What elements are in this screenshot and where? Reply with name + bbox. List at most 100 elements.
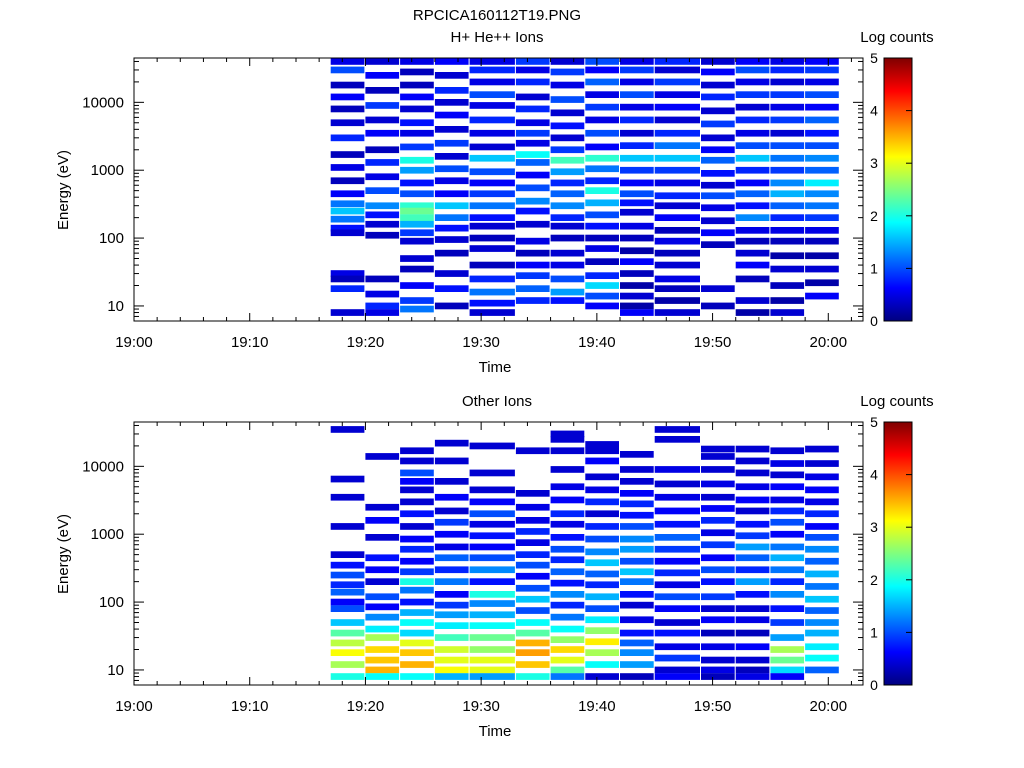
heatmap-cell [770, 309, 805, 316]
heatmap-cell [805, 460, 839, 467]
heatmap-cell [469, 275, 515, 283]
heatmap-cell [400, 143, 434, 151]
heatmap-cell [620, 639, 654, 647]
heatmap-cell [515, 139, 550, 147]
heatmap-cell [330, 605, 365, 612]
plot-axes: 19:00 19:10 19:20 19:30 19:40 19:50 20:00 10 100… [82, 421, 864, 715]
heatmap-cell [805, 523, 839, 530]
heatmap-cell [620, 523, 654, 530]
heatmap-cell [469, 510, 515, 518]
heatmap-cell [515, 207, 550, 215]
heatmap-cell [701, 466, 735, 473]
heatmap-cell [469, 168, 515, 176]
heatmap-cell [400, 478, 434, 485]
heatmap-cell [770, 265, 805, 273]
heatmap-cell [330, 661, 365, 668]
heatmap-cell [585, 616, 619, 624]
heatmap-cell [515, 58, 550, 65]
heatmap-cell [654, 249, 700, 257]
heatmap-cell [434, 554, 469, 562]
heatmap-cell [735, 154, 770, 162]
x-tick-label: 19:20 [347, 698, 385, 715]
heatmap-cell [330, 493, 365, 501]
heatmap-cell [585, 165, 619, 173]
heatmap-cell [654, 593, 700, 601]
heatmap-cell [400, 156, 434, 164]
heatmap-cell [469, 578, 515, 585]
heatmap-cell [365, 625, 400, 633]
heatmap-cell [735, 78, 770, 86]
panel-title: H+ He++ Ions [451, 29, 544, 46]
heatmap-cell [550, 534, 585, 541]
heatmap-cell [805, 227, 839, 234]
heatmap-cell [330, 215, 365, 223]
x-tick-label: 19:30 [462, 698, 500, 715]
heatmap-cell [701, 529, 735, 537]
heatmap-cell [701, 192, 735, 200]
heatmap-cell [400, 202, 434, 210]
heatmap-cell [515, 237, 550, 245]
heatmap-cell [701, 170, 735, 177]
heatmap-cell [735, 91, 770, 98]
heatmap-cell [735, 457, 770, 465]
heatmap-cell [550, 122, 585, 130]
colorbar-tick-label: 3 [870, 519, 878, 535]
heatmap-cell [469, 190, 515, 198]
heatmap-cell [620, 222, 654, 230]
heatmap-cell [620, 199, 654, 207]
heatmap-cell [365, 646, 400, 653]
heatmap-cell [770, 190, 805, 198]
heatmap-cell [805, 190, 839, 198]
colorbar-tick-label: 2 [870, 208, 878, 224]
heatmap-cell [585, 103, 619, 111]
heatmap-cell [469, 179, 515, 187]
heatmap-cell [701, 445, 735, 453]
heatmap-cell [701, 493, 735, 501]
heatmap-cell [770, 166, 805, 174]
heatmap-cell [550, 568, 585, 576]
x-tick-label: 19:40 [578, 334, 616, 351]
heatmap-cell [654, 261, 700, 269]
heatmap-cell [365, 87, 400, 94]
heatmap-cells [330, 426, 839, 680]
heatmap-cell [550, 430, 585, 438]
heatmap-cell [400, 598, 434, 606]
heatmap-cell [805, 58, 839, 65]
heatmap-cell [365, 102, 400, 109]
heatmap-cell [654, 520, 700, 528]
heatmap-cell [585, 177, 619, 185]
heatmap-cell [585, 78, 619, 86]
heatmap-cell [365, 202, 400, 210]
heatmap-cell [701, 643, 735, 651]
heatmap-cell [654, 426, 700, 433]
heatmap-cell [550, 81, 585, 89]
heatmap-cell [434, 578, 469, 585]
heatmap-cell [365, 453, 400, 460]
heatmap-cell [400, 568, 434, 576]
heatmap-cell [805, 643, 839, 651]
heatmap-cell [469, 91, 515, 98]
heatmap-cell [434, 673, 469, 680]
heatmap-cell [805, 619, 839, 626]
heatmap-cell [620, 179, 654, 187]
heatmap-cell [770, 507, 805, 515]
heatmap-cell [469, 622, 515, 629]
heatmap-cell [550, 134, 585, 142]
heatmap-cell [770, 471, 805, 479]
heatmap-cell [515, 561, 550, 569]
heatmap-cell [620, 208, 654, 216]
heatmap-cell [654, 78, 700, 86]
heatmap-cell [469, 520, 515, 528]
y-tick-label: 1000 [91, 526, 124, 543]
heatmap-cell [701, 616, 735, 624]
heatmap-cell [365, 146, 400, 154]
heatmap-cell [515, 673, 550, 680]
heatmap-cell [434, 270, 469, 277]
heatmap-cell [365, 173, 400, 181]
figure-filename: RPCICA160112T19.PNG [413, 7, 581, 24]
heatmap-cell [585, 199, 619, 207]
heatmap-cell [400, 229, 434, 237]
heatmap-cell [735, 309, 770, 316]
heatmap-cell [469, 288, 515, 296]
heatmap-cell [550, 168, 585, 176]
